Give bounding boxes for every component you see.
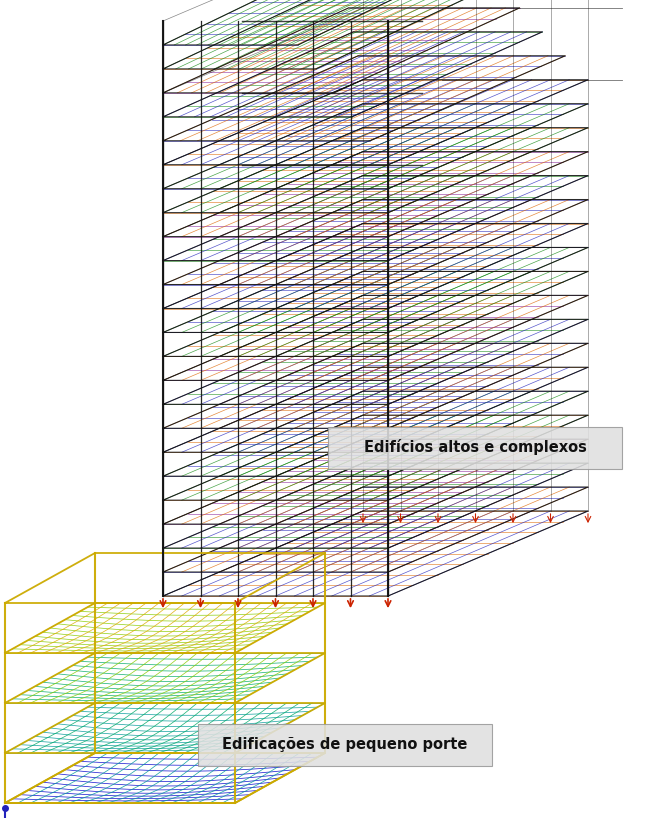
FancyBboxPatch shape xyxy=(198,724,492,766)
FancyBboxPatch shape xyxy=(328,427,622,469)
Text: Edifícios altos e complexos: Edifícios altos e complexos xyxy=(364,439,586,455)
Text: Edificações de pequeno porte: Edificações de pequeno porte xyxy=(223,736,468,752)
